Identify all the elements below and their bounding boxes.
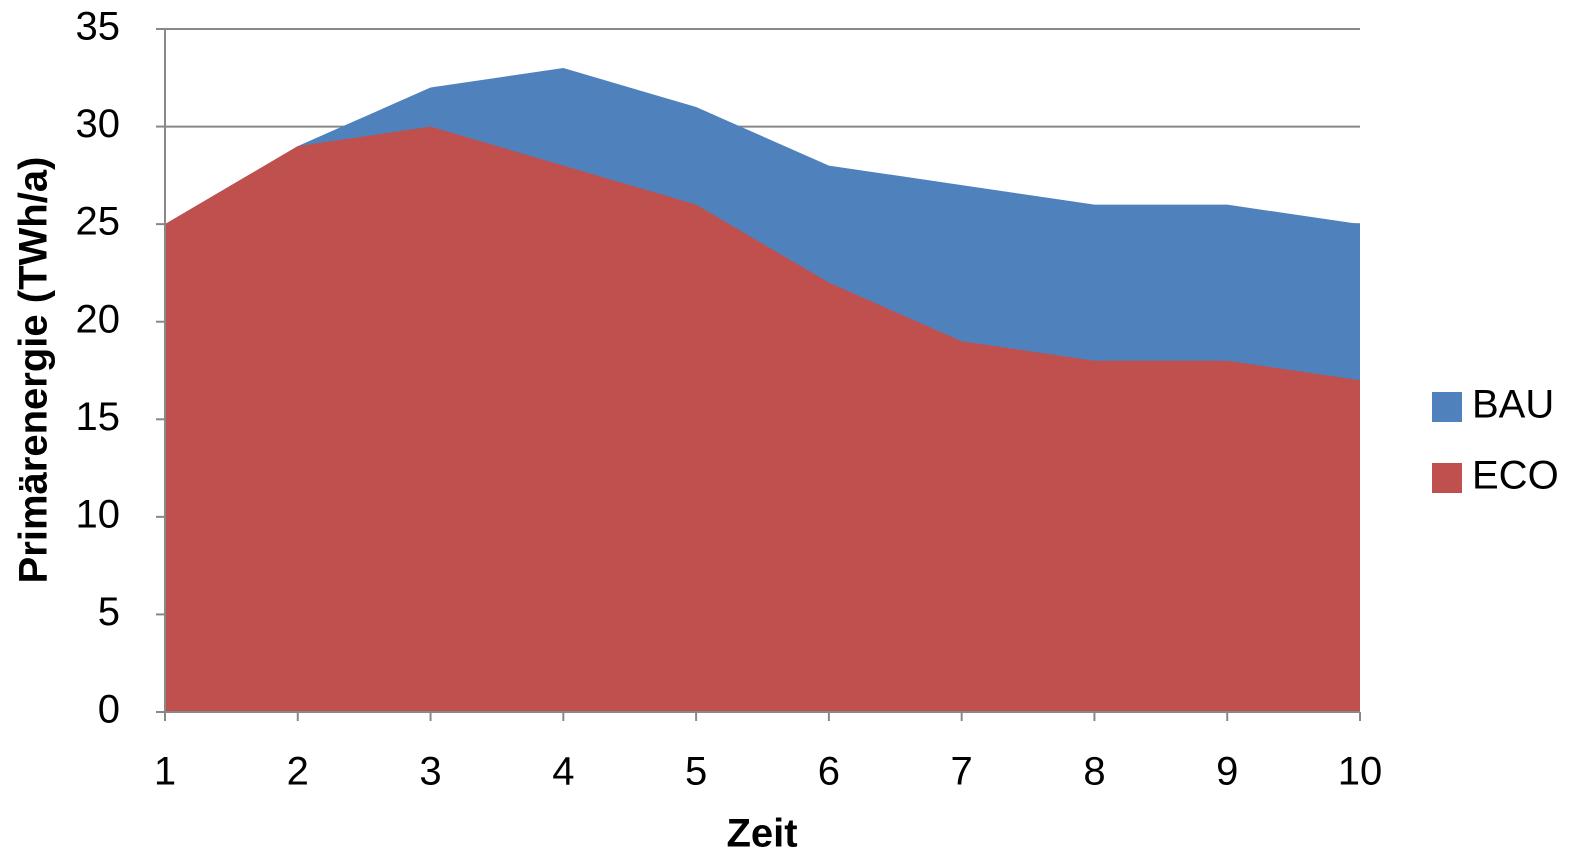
y-tick-label: 15 [76,395,121,439]
area [165,126,1360,713]
x-axis-label: Zeit [726,812,797,856]
x-tick-label: 6 [818,750,840,794]
x-tick-label: 7 [951,750,973,794]
legend-swatch [1432,392,1462,422]
x-tick-label: 5 [685,750,707,794]
x-tick-label: 4 [552,750,574,794]
x-tick-label: 10 [1338,750,1383,794]
y-axis-label: Primärenergie (TWh/a) [12,157,56,584]
x-tick-label: 3 [419,750,441,794]
x-tick-label: 8 [1083,750,1105,794]
y-tick-label: 10 [76,492,121,536]
y-tick-label: 5 [98,590,120,634]
y-tick-label: 35 [76,5,121,49]
y-tick-label: 25 [76,200,121,244]
y-tick-label: 30 [76,102,121,146]
legend-label: BAU [1472,383,1554,427]
x-tick-label: 1 [154,750,176,794]
y-tick-label: 0 [98,688,120,732]
legend-label: ECO [1472,454,1559,498]
y-tick-label: 20 [76,297,121,341]
legend-swatch [1432,463,1462,493]
x-tick-label: 9 [1216,750,1238,794]
x-tick-label: 2 [287,750,309,794]
